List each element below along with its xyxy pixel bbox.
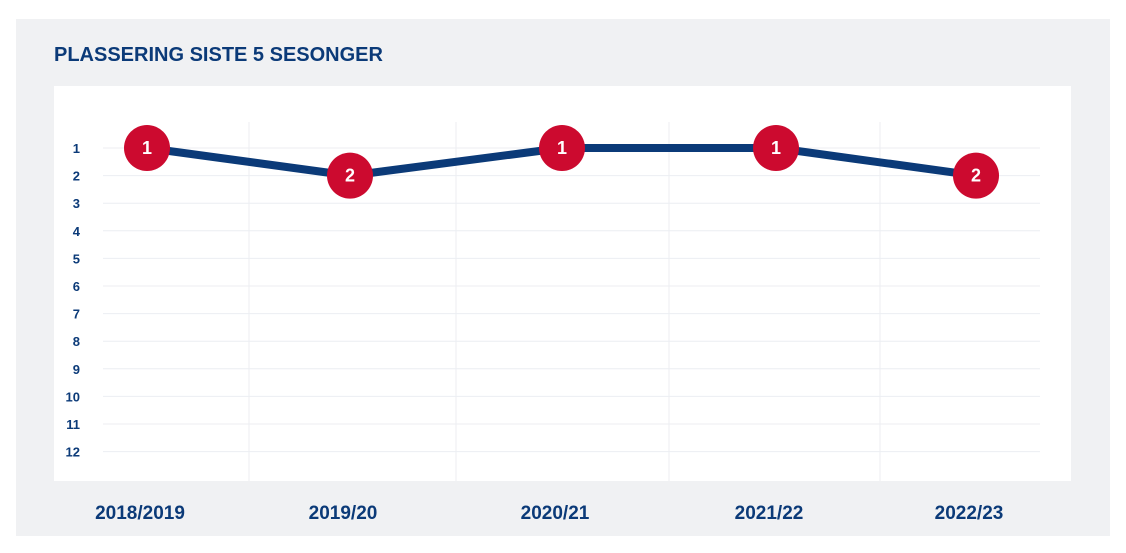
y-tick-label: 11 [66,417,80,432]
x-tick-label: 2021/22 [735,503,804,524]
y-tick-label: 9 [73,362,80,377]
data-point-marker [327,152,373,199]
chart-title: PLASSERING SISTE 5 SESONGER [54,44,383,66]
data-label: 1 [142,138,152,158]
y-tick-label: 2 [73,169,80,184]
y-tick-label: 3 [73,196,80,211]
data-label: 2 [345,166,355,186]
data-point-marker [124,125,170,171]
y-tick-label: 6 [73,279,80,294]
y-tick-label: 7 [73,307,80,322]
x-tick-label: 2019/20 [309,503,378,524]
data-point-marker [539,125,585,171]
y-tick-label: 4 [73,224,81,239]
x-tick-label: 2018/2019 [95,503,185,524]
x-tick-label: 2022/23 [935,503,1004,524]
y-tick-label: 1 [73,141,80,156]
y-tick-label: 12 [66,445,80,460]
data-point-marker [953,152,999,199]
y-tick-label: 8 [73,334,80,349]
data-point-marker [753,125,799,171]
y-tick-label: 5 [73,251,80,266]
data-label: 1 [557,138,567,158]
y-tick-label: 10 [66,389,80,404]
x-tick-label: 2020/21 [521,503,590,524]
data-label: 2 [971,166,981,186]
data-label: 1 [771,138,781,158]
